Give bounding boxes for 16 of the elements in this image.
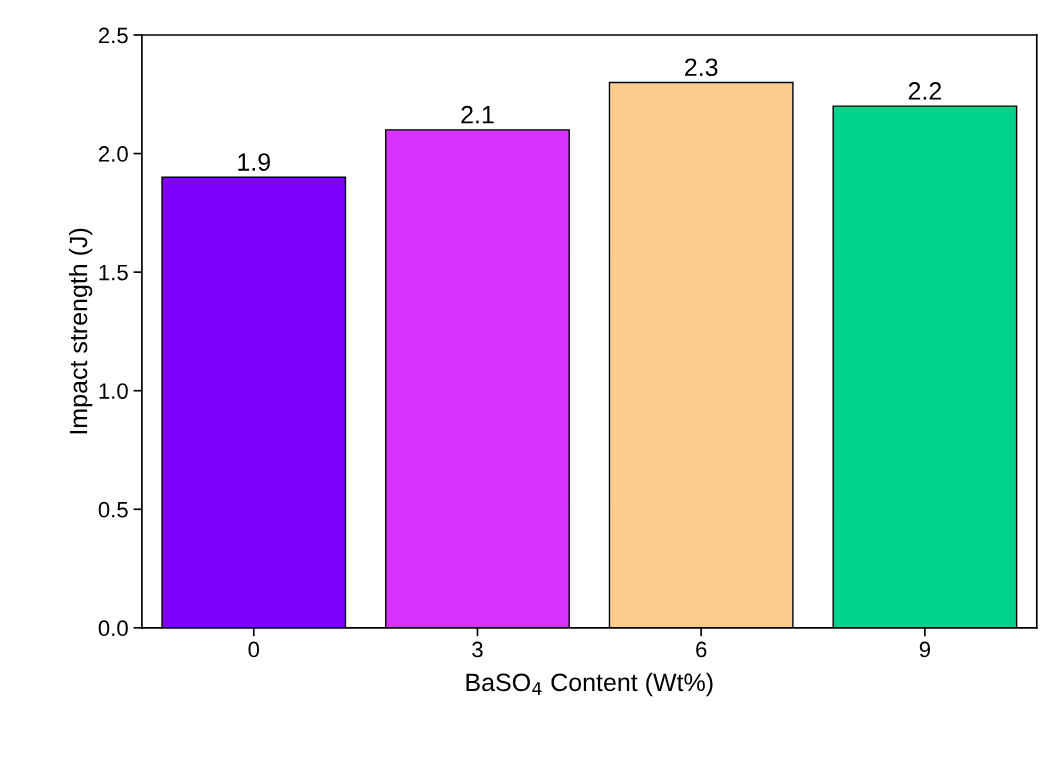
data-label: 2.1	[461, 105, 494, 124]
y-axis-title: Impact strength (J)	[68, 228, 93, 434]
x-tick-label: 9	[919, 641, 931, 658]
y-tick-label: 2.5	[98, 27, 128, 44]
y-tick-label: 0.0	[98, 620, 128, 637]
x-tick-label: 0	[248, 641, 260, 658]
x-tick-label: 6	[696, 641, 707, 658]
data-label: 2.2	[908, 82, 942, 100]
y-tick-label: 1.0	[99, 383, 128, 399]
y-tick-label: 2.0	[98, 146, 128, 162]
x-axis-title: BaSO$_{4}$ Content (Wt%)	[466, 672, 713, 697]
y-tick-label: 0.5	[98, 501, 128, 518]
x-tick-label: 3	[472, 641, 483, 658]
data-label: 1.9	[238, 153, 270, 171]
data-label: 2.3	[685, 58, 718, 77]
y-tick-label: 1.5	[99, 264, 128, 281]
